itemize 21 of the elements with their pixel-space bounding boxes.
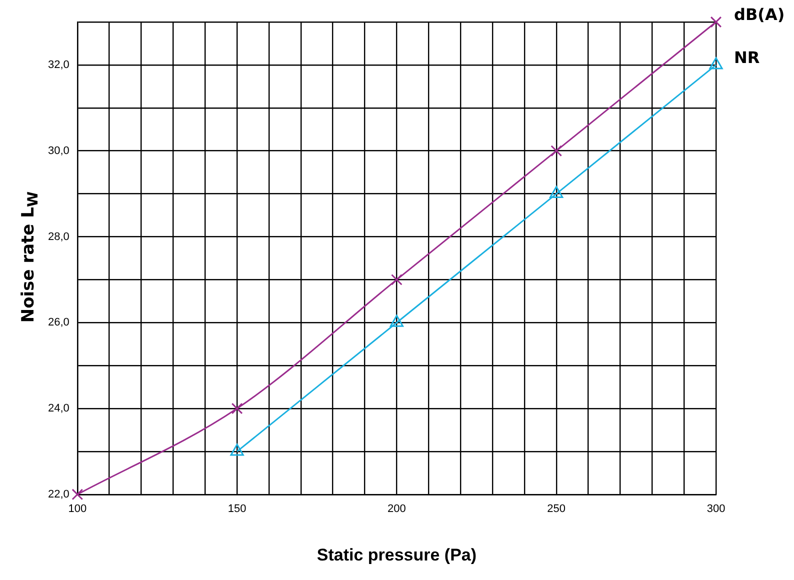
y-tick-label: 26,0 xyxy=(48,316,70,329)
point xyxy=(231,402,243,414)
y-tick-label: 28,0 xyxy=(48,230,70,243)
y-tick-label: 24,0 xyxy=(48,402,70,415)
series-label: NR xyxy=(734,48,760,68)
point xyxy=(72,488,84,500)
series-label: dB(A) xyxy=(734,5,785,24)
y-tick-label: 22,0 xyxy=(48,488,70,500)
point xyxy=(550,145,562,157)
y-tick-label: 32,0 xyxy=(48,58,70,71)
y-tick-label: 30,0 xyxy=(48,144,70,157)
point xyxy=(550,186,564,198)
x-tick-label: 100 xyxy=(68,503,87,516)
point xyxy=(391,274,402,286)
x-axis-title: Static pressure (Pa) xyxy=(316,545,477,564)
point xyxy=(710,16,722,28)
x-tick-label: 200 xyxy=(388,503,406,516)
x-tick-label: 300 xyxy=(706,503,726,516)
point xyxy=(709,57,723,70)
x-tick-label: 250 xyxy=(547,503,566,516)
x-tick-label: 150 xyxy=(228,503,246,516)
